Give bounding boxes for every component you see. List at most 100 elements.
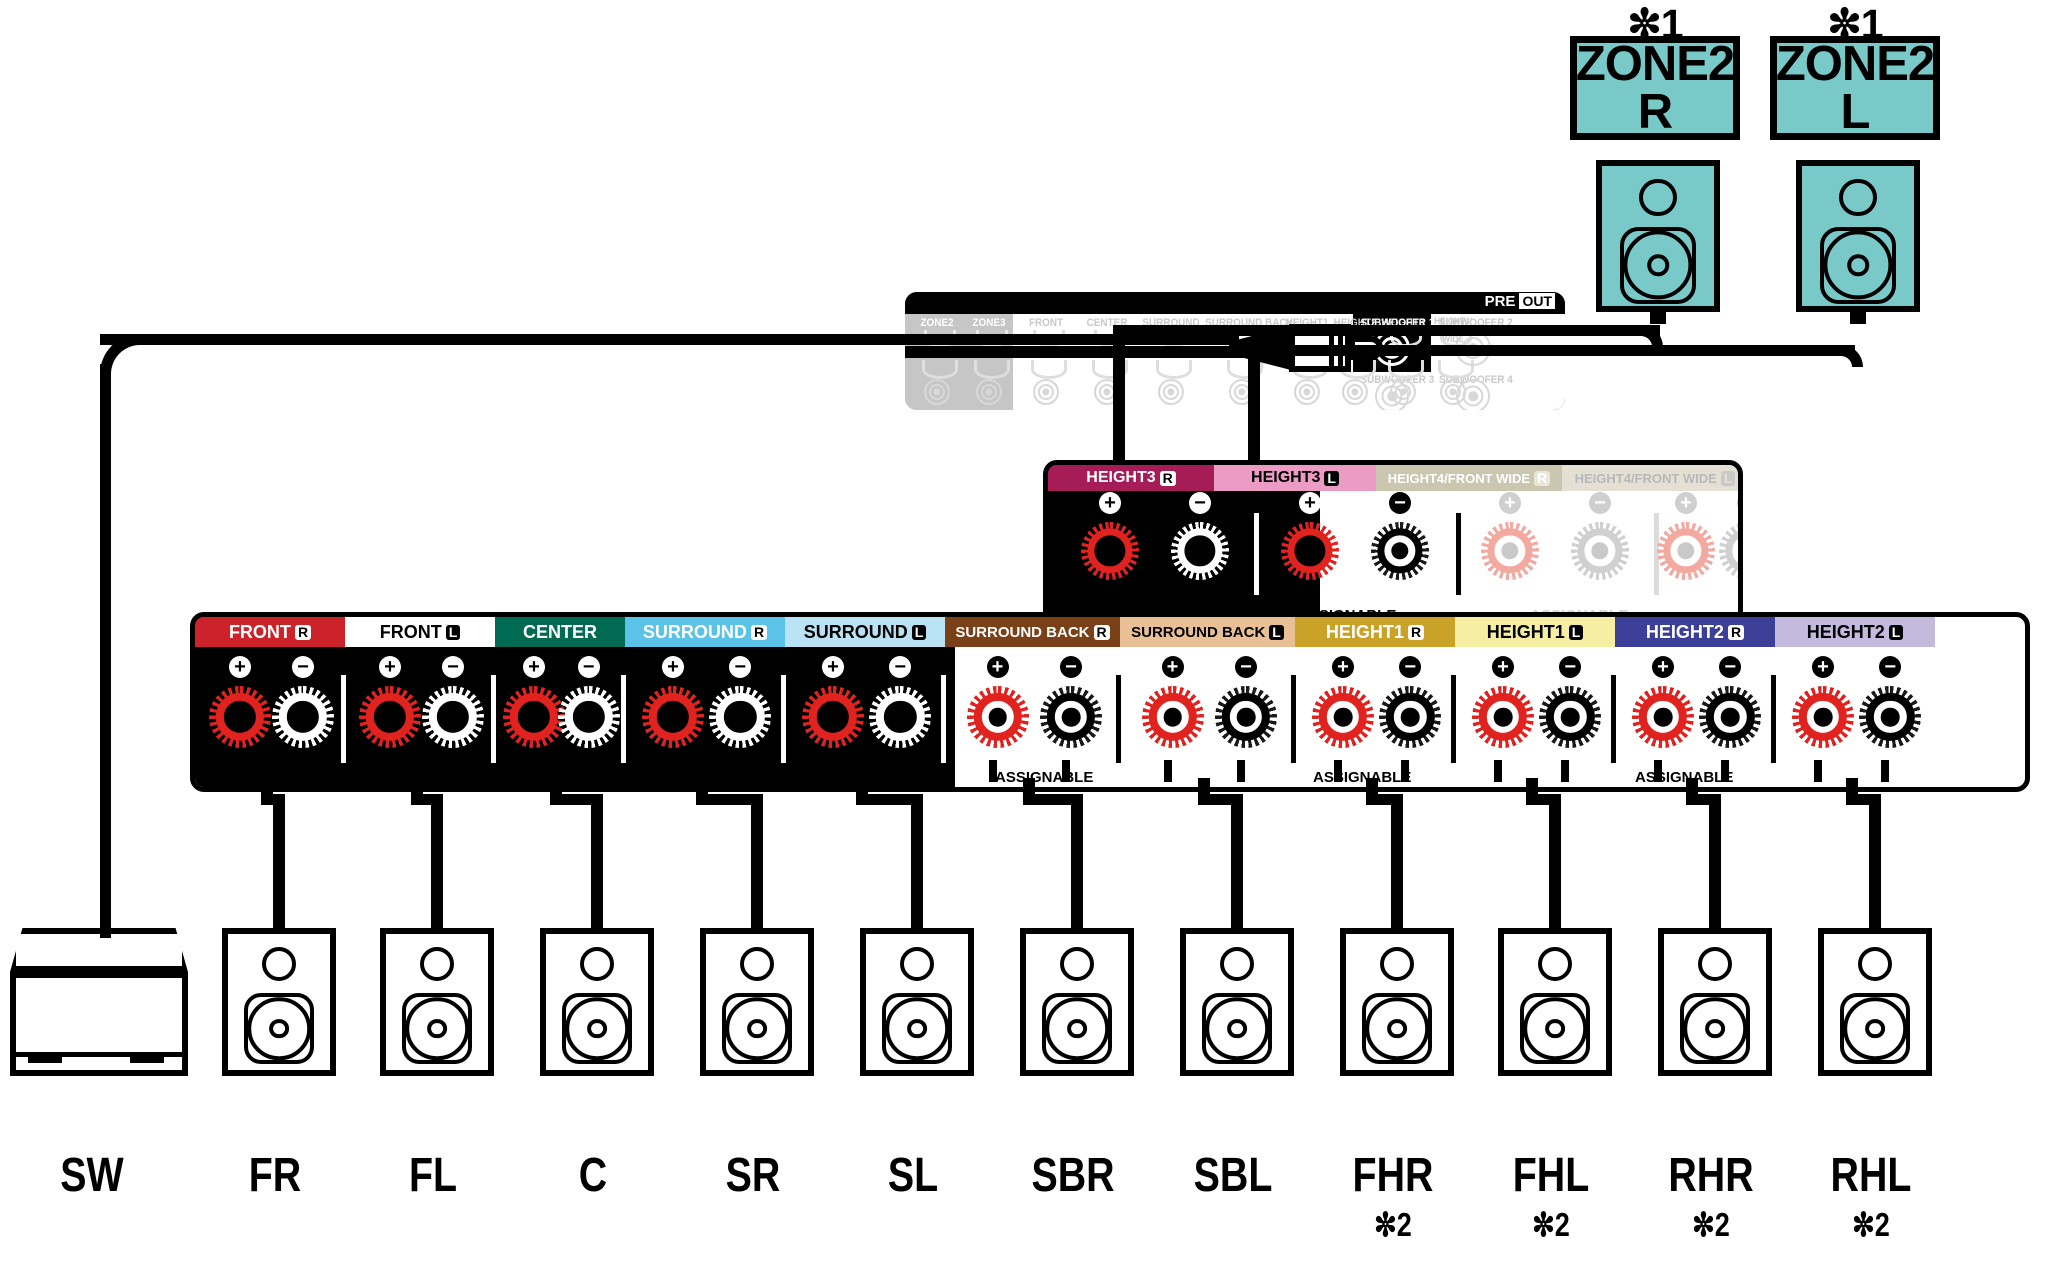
pre-out-jack-lower-2: [1033, 379, 1059, 405]
speaker-lead-minus-2: [579, 760, 588, 782]
woofer-ring-icon: [1205, 996, 1269, 1061]
speaker-terminal-channel-5: R: [1093, 624, 1110, 640]
speaker-terminal-tag-3: SURROUND R: [625, 617, 785, 647]
tweeter-cap-icon: [266, 951, 283, 968]
speaker-lead-minus-4: [891, 760, 900, 782]
height-terminal-channel-2: R: [1534, 470, 1551, 486]
woofer-ring-icon: [1045, 996, 1109, 1061]
pre-out-jack-subwoofer3: [1375, 379, 1409, 410]
speaker-post-minus-4: [869, 686, 932, 748]
woofer-cap-icon: [1387, 1018, 1407, 1039]
speaker-label-fhr: FHR ✼2: [1311, 1148, 1475, 1244]
tweeter-icon: [1379, 946, 1415, 981]
woofer-icon: [1361, 993, 1433, 1064]
height-terminal-label-2: HEIGHT4/FRONT WIDE: [1387, 470, 1531, 486]
rca-inner-ring: [1381, 385, 1403, 407]
speaker-label-text-sr: SR: [725, 1149, 781, 1202]
post-polarity-minus: −: [577, 656, 600, 678]
speaker-post-plus-6: [1141, 686, 1204, 748]
post-polarity-plus: +: [1332, 656, 1354, 678]
height4-r-plus-post: [1481, 522, 1539, 580]
post-hole: [1720, 707, 1740, 727]
post-hole: [293, 707, 313, 727]
height-terminal-channel-1: L: [1324, 470, 1339, 486]
woofer-icon: [243, 993, 315, 1064]
speaker-jog-4: [855, 794, 923, 805]
speaker-drop-0: [273, 794, 285, 932]
speaker-jog-7: [1365, 794, 1403, 805]
tweeter-cap-icon: [1702, 951, 1719, 968]
speaker-terminal-tag-1: FRONT L: [345, 617, 495, 647]
woofer-cap-icon: [1847, 254, 1869, 276]
rca-pin: [1449, 388, 1457, 396]
zone2-callout-r: ZONE2 R: [1570, 36, 1740, 140]
speaker-divider-0: [341, 675, 346, 763]
height3-divider-2: [1456, 513, 1461, 595]
post-hole: [1333, 707, 1353, 727]
post-ring: [1706, 692, 1755, 742]
speaker-lead-minus-8: [1561, 760, 1570, 782]
post-polarity-minus: −: [1189, 492, 1211, 514]
speaker-post-plus-4: [802, 686, 864, 748]
speaker-lead-plus-2: [525, 760, 533, 782]
speaker-post-plus-8: [1472, 686, 1534, 748]
speaker-label-text-fr: FR: [248, 1149, 302, 1202]
tweeter-cap-icon: [1862, 951, 1879, 968]
speaker-footnote-fhl: ✼2: [1532, 1206, 1570, 1243]
woofer-ring-icon: [405, 996, 469, 1061]
speaker-lead-plus-8: [1494, 760, 1502, 782]
post-polarity-minus: −: [1235, 656, 1257, 678]
speaker-divider-4: [941, 675, 946, 763]
speaker-divider-7: [1451, 675, 1456, 763]
height-terminal-panel: HEIGHT3 R HEIGHT3 L HEIGHT4/FRONT WIDE R HEIGH…: [1043, 460, 1743, 635]
post-hole: [823, 707, 843, 727]
post-polarity-plus: +: [1812, 656, 1834, 678]
speaker-divider-2: [621, 675, 626, 763]
speaker-label-rhr: RHR ✼2: [1629, 1148, 1793, 1244]
woofer-ring-icon: [1683, 996, 1747, 1061]
fl-speaker-icon: [380, 928, 494, 1076]
woofer-ring-icon: [1823, 230, 1893, 300]
speaker-divider-6: [1291, 675, 1296, 763]
rca-pin: [985, 388, 993, 396]
speaker-terminal-channel-6: L: [1269, 624, 1284, 640]
woofer-icon: [1041, 993, 1113, 1064]
speaker-drop-3: [751, 794, 763, 932]
speaker-terminal-label-1: FRONT: [379, 621, 442, 642]
speaker-jog-5: [1023, 794, 1083, 805]
post-polarity-minus: −: [729, 656, 752, 678]
height3-l-plus-post: [1281, 522, 1339, 580]
post-polarity-plus: +: [662, 656, 684, 678]
subwoofer-cable-horizontal: [100, 334, 1239, 345]
speaker-label-text-sbl: SBL: [1193, 1149, 1273, 1202]
woofer-icon: [1839, 993, 1911, 1064]
speaker-terminal-channel-7: R: [1407, 624, 1425, 640]
zone2-r-speaker-foot: [1650, 312, 1666, 324]
speaker-terminal-channel-9: R: [1727, 624, 1745, 640]
sbl-speaker-icon: [1180, 928, 1294, 1076]
woofer-cap-icon: [1227, 1018, 1247, 1039]
woofer-icon: [1201, 993, 1273, 1064]
speaker-terminal-channel-1: L: [445, 624, 461, 640]
post-hole: [1391, 542, 1409, 560]
rhl-speaker-icon: [1818, 928, 1932, 1076]
rca-inner-ring: [1346, 383, 1364, 401]
subwoofer-foot-right: [130, 1056, 164, 1063]
speaker-divider-9: [1771, 675, 1776, 763]
tweeter-icon: [419, 946, 455, 981]
speaker-label-text-fhr: FHR: [1352, 1149, 1434, 1202]
tweeter-cap-icon: [1064, 951, 1081, 968]
post-hole: [1236, 707, 1256, 727]
speaker-lead-minus-7: [1401, 760, 1410, 782]
fhl-speaker-icon: [1498, 928, 1612, 1076]
rca-inner-ring: [1037, 383, 1055, 401]
tweeter-icon: [1697, 946, 1733, 981]
speaker-post-minus-3: [709, 686, 772, 748]
woofer-icon: [1519, 993, 1591, 1064]
woofer-icon: [1619, 226, 1697, 304]
post-polarity-plus: +: [1492, 656, 1514, 678]
subwoofer-shelf: [14, 1052, 184, 1057]
speaker-terminal-label-5: SURROUND BACK: [955, 623, 1090, 641]
height-terminal-tag-0: HEIGHT3 R: [1048, 465, 1214, 491]
